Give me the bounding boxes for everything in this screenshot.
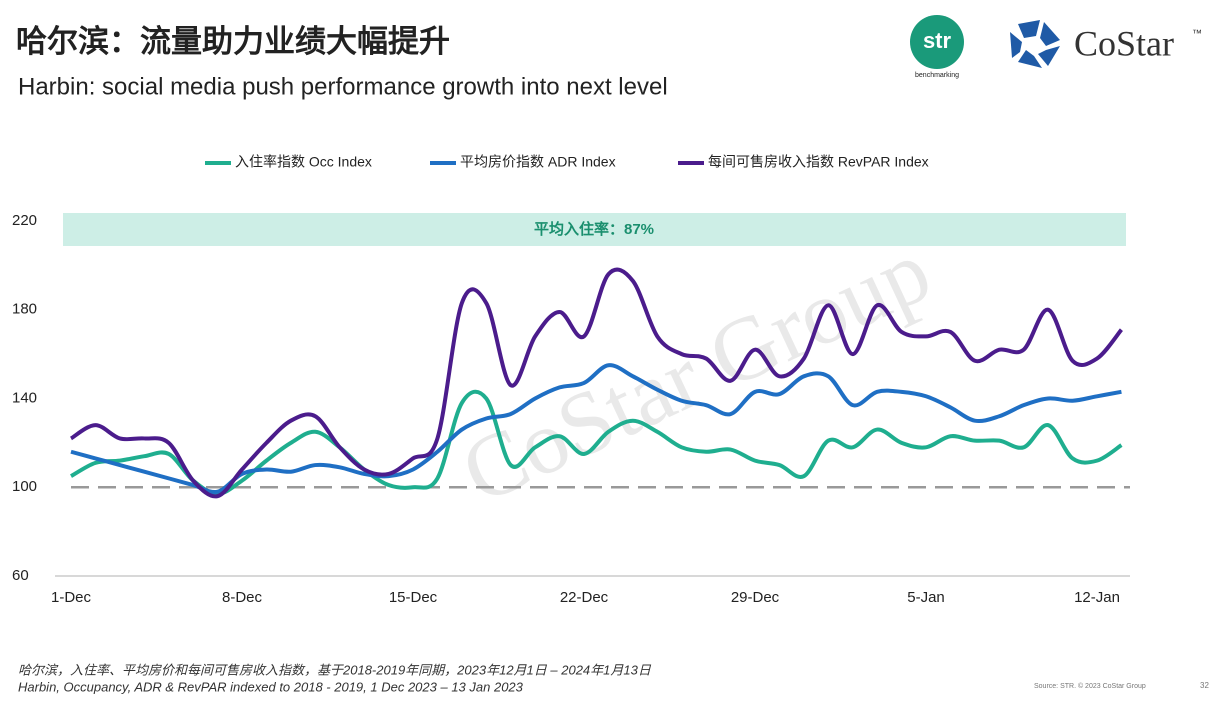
x-tick-label: 5-Jan	[907, 589, 945, 606]
x-tick-label: 1-Dec	[51, 589, 92, 606]
series-line	[69, 267, 1123, 499]
title: 哈尔滨：流量助力业绩大幅提升	[16, 24, 450, 59]
str-logo-sub: benchmarking	[915, 72, 959, 79]
str-logo	[910, 15, 964, 69]
x-tick-label: 15-Dec	[389, 589, 438, 606]
annotation-banner	[63, 213, 1126, 246]
y-tick-label: 140	[12, 389, 37, 406]
legend-label: 平均房价指数 ADR Index	[460, 154, 616, 170]
y-tick-label: 180	[12, 301, 37, 318]
y-tick-label: 60	[12, 567, 29, 584]
y-tick-label: 100	[12, 478, 37, 495]
costar-tm: ™	[1192, 29, 1202, 40]
subtitle: Harbin: social media push performance gr…	[18, 73, 668, 100]
footnote-cn: 哈尔滨，入住率、平均房价和每间可售房收入指数，基于2018-2019年同期，20…	[18, 662, 652, 677]
page-number: 32	[1200, 681, 1209, 690]
source: Source: STR. © 2023 CoStar Group	[1034, 682, 1146, 690]
footnote-en: Harbin, Occupancy, ADR & RevPAR indexed …	[18, 679, 524, 694]
x-tick-label: 12-Jan	[1074, 589, 1120, 606]
x-tick-label: 29-Dec	[731, 589, 780, 606]
costar-icon	[1010, 20, 1060, 68]
costar-logo-text: CoStar	[1074, 23, 1174, 63]
legend-label: 入住率指数 Occ Index	[235, 154, 372, 170]
series-line	[70, 389, 1123, 496]
annotation: 平均入住率：87%	[534, 220, 654, 238]
str-logo-text: str	[923, 28, 952, 53]
y-tick-label: 220	[12, 212, 37, 229]
series-line	[70, 363, 1122, 495]
x-tick-label: 22-Dec	[560, 589, 609, 606]
x-tick-label: 8-Dec	[222, 589, 263, 606]
legend-label: 每间可售房收入指数 RevPAR Index	[708, 154, 929, 170]
